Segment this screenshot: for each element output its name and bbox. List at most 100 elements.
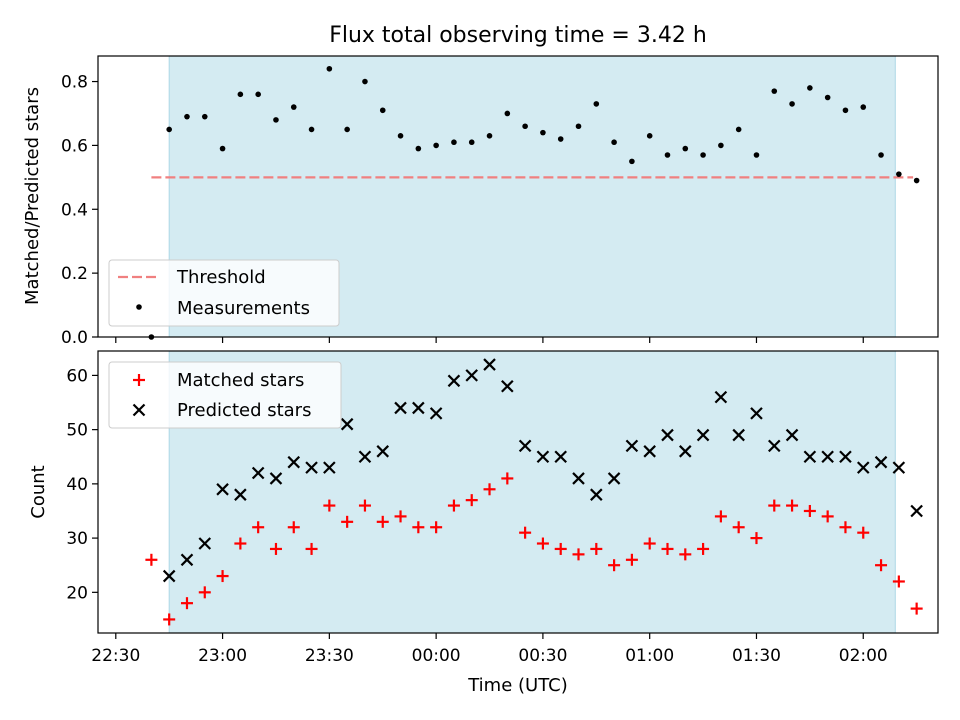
measurement-point [682, 145, 689, 152]
x-tick-label: 01:30 [732, 646, 781, 666]
predicted-stars-point [483, 358, 496, 371]
measurement-point [255, 91, 261, 98]
matched-stars-point [554, 542, 567, 555]
measurement-point [824, 94, 831, 101]
predicted-stars-point [518, 439, 532, 453]
measurement-point [771, 88, 778, 94]
axes-bottom-marks [145, 358, 923, 626]
legend-measurements-marker [136, 304, 142, 310]
measurement-point [468, 139, 475, 146]
predicted-stars-point-b [447, 374, 461, 388]
matched-stars-point [447, 499, 460, 512]
matched-stars-point [768, 499, 781, 512]
measurement-point [878, 152, 884, 158]
predicted-stars-point-b [287, 455, 301, 469]
predicted-stars-point-b [162, 569, 176, 583]
matched-stars-point [252, 521, 265, 534]
axes-top-frame [97, 55, 939, 338]
predicted-stars-point-b [483, 358, 496, 371]
measurement-point [273, 117, 279, 123]
predicted-stars-point-b [376, 445, 390, 458]
matched-stars-point [910, 602, 923, 615]
legend-box [108, 259, 340, 327]
matched-stars-point [430, 521, 443, 534]
matched-stars-point [732, 521, 745, 534]
legend-bottom: Matched stars Predicted stars [108, 361, 342, 429]
measurement-point [415, 145, 422, 152]
matched-stars-point [305, 542, 318, 555]
matched-stars-point [341, 515, 354, 528]
predicted-stars-point-b [590, 488, 603, 501]
matched-stars-point [394, 510, 407, 523]
predicted-stars-point-b [803, 450, 817, 464]
predicted-stars-point [554, 450, 567, 464]
matched-stars-point [536, 537, 549, 550]
measurement-point [807, 85, 813, 91]
predicted-stars-point [910, 504, 923, 518]
predicted-stars-point [340, 417, 354, 431]
series-predicted-stars [162, 358, 923, 583]
predicted-stars-point-b [501, 379, 514, 393]
x-tick-label: 00:30 [518, 646, 567, 666]
measurement-point [913, 177, 920, 184]
chart-title: Flux total observing time = 3.42 h [329, 23, 707, 48]
predicted-stars-point-b [305, 461, 318, 474]
predicted-stars-point [892, 461, 906, 474]
predicted-stars-point [607, 472, 621, 485]
matched-stars-point [358, 499, 371, 512]
predicted-stars-point [767, 439, 781, 453]
predicted-stars-point [323, 461, 336, 474]
predicted-stars-point [394, 401, 407, 415]
matched-stars-point [786, 499, 799, 512]
legend-predicted-stars-label: Predicted stars [177, 400, 311, 421]
predicted-stars-point [447, 374, 461, 388]
y-tick-label: 0.6 [61, 136, 88, 156]
predicted-stars-point [216, 483, 229, 496]
y-axis-label-top: Matched/Predicted stars [22, 87, 43, 305]
matched-stars-point [608, 559, 621, 572]
y-tick-label: 40 [66, 475, 88, 495]
axes-bottom-frame [97, 350, 939, 634]
x-tick-label: 22:30 [91, 646, 140, 666]
matched-stars-point [857, 526, 870, 539]
predicted-stars-point [536, 450, 550, 464]
predicted-stars-point-b [643, 445, 656, 458]
predicted-stars-point-b [821, 450, 834, 464]
predicted-stars-point-b [572, 472, 585, 485]
predicted-stars-point [358, 450, 372, 464]
predicted-stars-point-b [429, 407, 443, 420]
matched-stars-point [198, 586, 211, 599]
predicted-stars-point-b [412, 401, 425, 415]
predicted-stars-point-b [910, 504, 923, 518]
matched-stars-point [714, 510, 727, 523]
matched-stars-point [661, 542, 674, 555]
y-tick-label: 0.4 [61, 200, 88, 220]
axes-bottom: 20 30 40 50 60 22:30 23:00 23:30 00:00 00:30 01:00… [28, 350, 939, 696]
y-tick-label: 60 [66, 366, 88, 386]
predicted-stars-point-b [536, 450, 550, 464]
matched-stars-point [323, 499, 336, 512]
matched-stars-point [821, 510, 834, 523]
matched-stars-point [465, 494, 478, 507]
measurement-point [611, 139, 617, 146]
predicted-stars-point [305, 461, 318, 474]
predicted-stars-point-b [732, 428, 745, 442]
matched-stars-point [234, 537, 247, 550]
predicted-stars-point-b [394, 401, 407, 415]
measurement-point [397, 133, 404, 139]
predicted-stars-point-b [892, 461, 906, 474]
matched-stars-point [803, 504, 816, 517]
legend-matched-stars-marker [133, 374, 145, 386]
predicted-stars-point-b [340, 417, 354, 431]
predicted-stars-point-b [607, 472, 621, 485]
predicted-stars-point [625, 439, 639, 453]
measurement-point [664, 152, 671, 158]
predicted-stars-point [501, 379, 514, 393]
measurement-point [166, 126, 172, 133]
predicted-stars-point-b [856, 461, 870, 474]
measurement-point [290, 104, 297, 110]
measurement-point [735, 126, 742, 133]
predicted-stars-point-b [679, 445, 692, 458]
matched-stars-point [376, 515, 389, 528]
predicted-stars-point-b [251, 466, 265, 480]
